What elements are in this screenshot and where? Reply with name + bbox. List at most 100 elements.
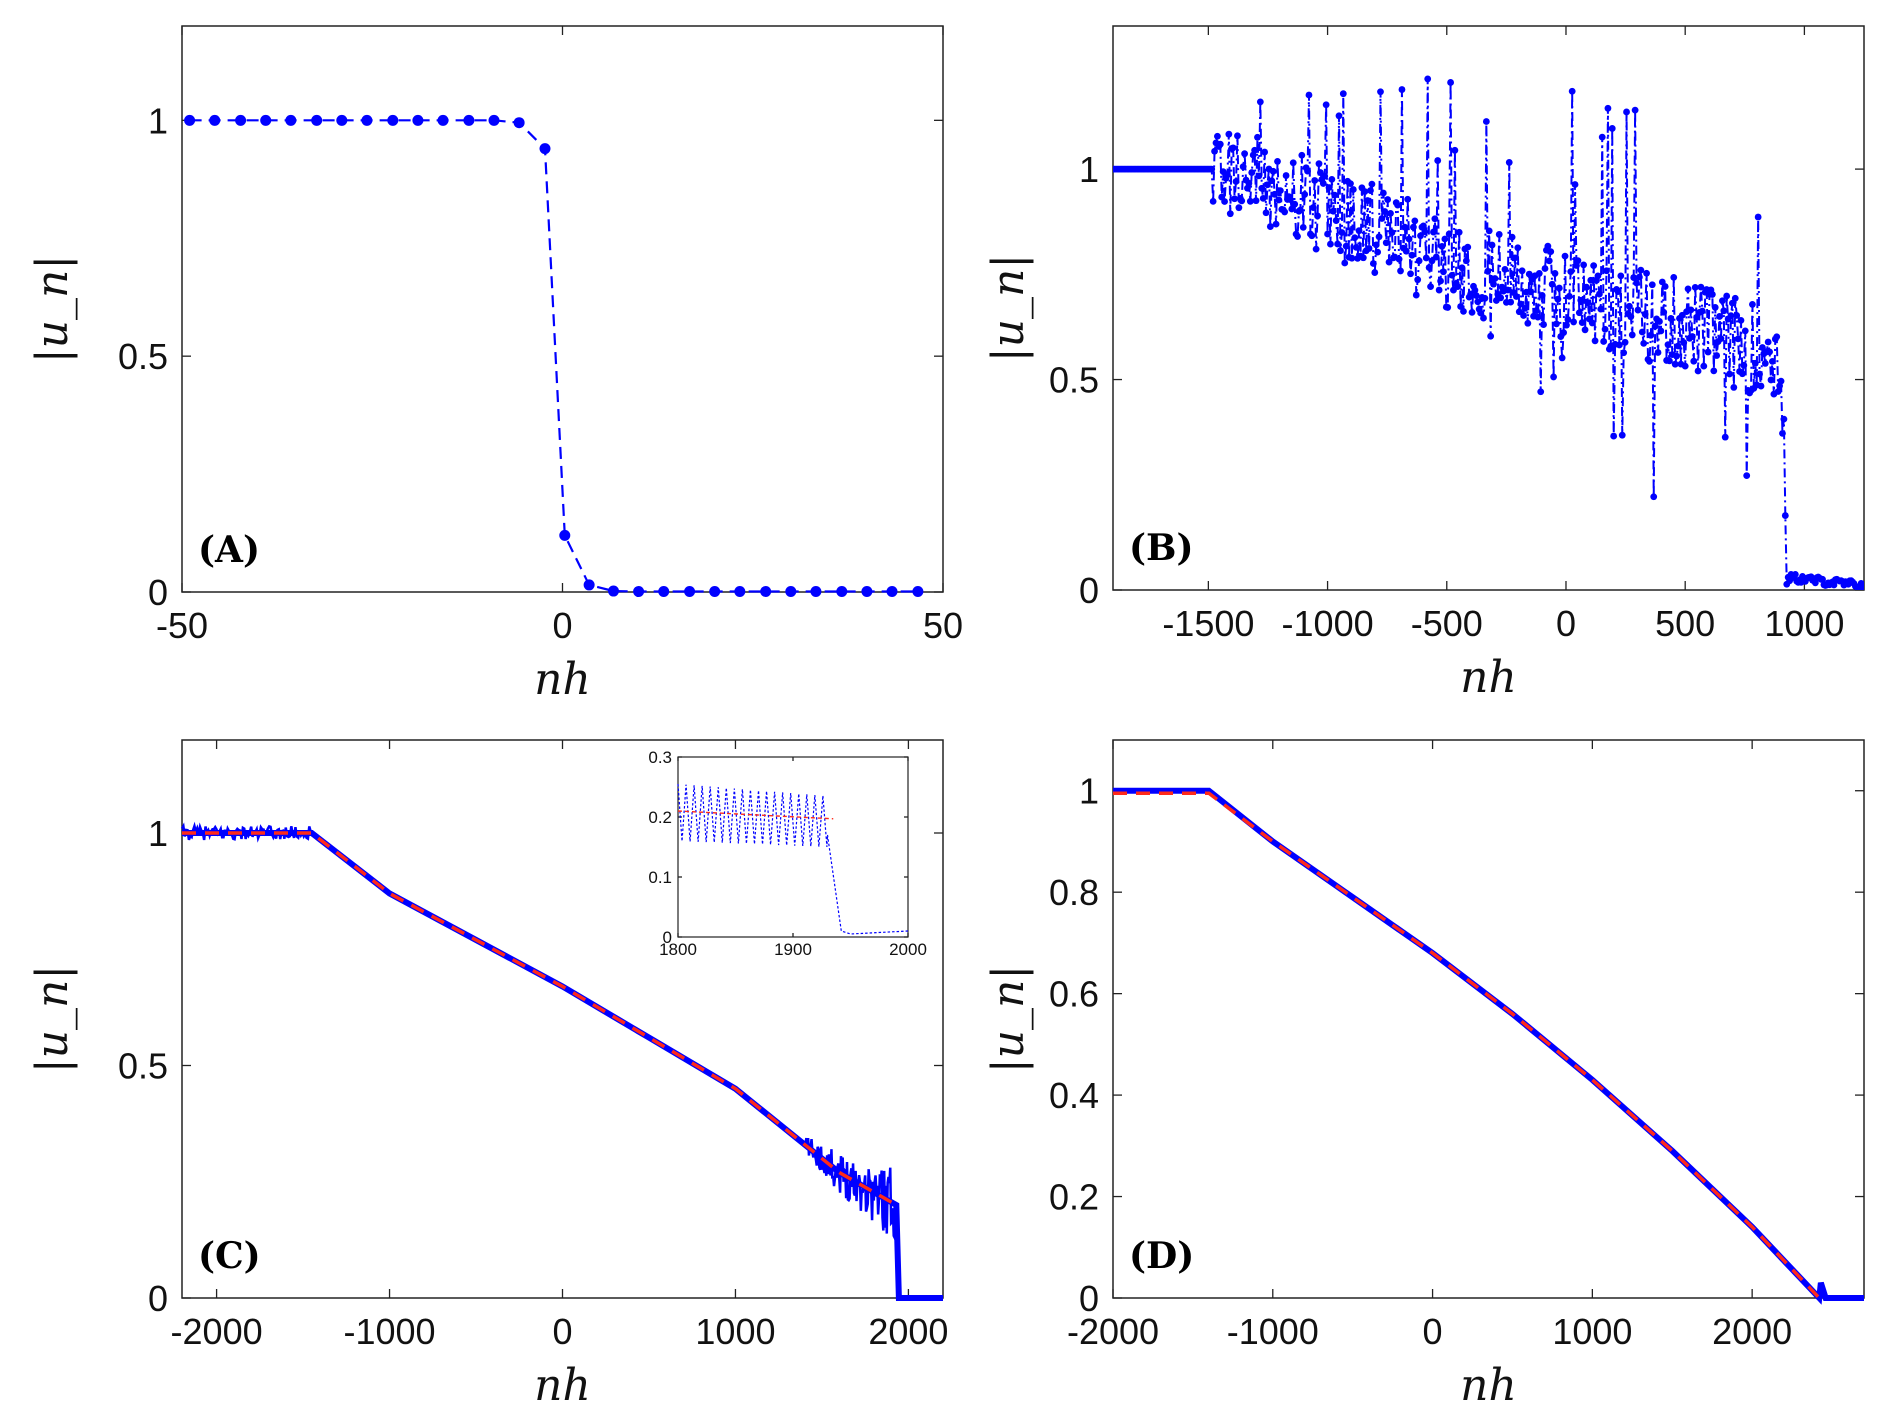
data-point	[1757, 382, 1765, 390]
data-point	[1595, 290, 1603, 298]
data-point	[1640, 340, 1648, 347]
data-point	[1248, 169, 1256, 176]
data-point	[1614, 288, 1622, 296]
data-point	[1711, 304, 1719, 311]
y-tick-label: 0.3	[648, 748, 672, 767]
data-point	[1637, 266, 1645, 274]
data-point	[1568, 87, 1576, 95]
data-point	[1225, 130, 1233, 138]
data-point	[1314, 212, 1321, 220]
data-point	[285, 114, 297, 126]
data-point	[1777, 377, 1785, 385]
data-point	[709, 586, 721, 598]
data-point	[1460, 308, 1467, 315]
data-point	[1224, 171, 1231, 179]
x-tick-label: -2000	[171, 1311, 263, 1352]
noise-right	[803, 1137, 898, 1243]
data-point	[1374, 248, 1382, 256]
data-point	[412, 114, 424, 126]
data-point	[1504, 286, 1512, 294]
series-line-red	[182, 831, 898, 1207]
data-point	[1364, 197, 1372, 204]
data-point	[810, 586, 822, 598]
data-point	[607, 585, 619, 597]
data-point	[1641, 310, 1649, 318]
y-axis-label: |u_n|	[983, 254, 1034, 362]
x-tick-label: -2000	[1067, 1311, 1159, 1352]
data-point	[559, 529, 571, 541]
data-point	[1404, 195, 1412, 203]
data-point	[1281, 208, 1289, 216]
data-point	[1226, 210, 1234, 218]
data-point	[1312, 245, 1320, 253]
data-point	[1727, 312, 1735, 320]
data-point	[1525, 270, 1533, 278]
data-point	[1491, 275, 1499, 282]
data-point	[1656, 318, 1663, 325]
data-point	[1410, 223, 1417, 231]
data-point	[1369, 260, 1377, 267]
data-point	[1488, 241, 1496, 249]
series-line-red	[1113, 791, 1821, 1300]
data-point	[1671, 360, 1679, 368]
y-tick-label: 0.5	[1049, 360, 1099, 401]
data-point	[1361, 188, 1369, 195]
x-tick-label: -1500	[1162, 603, 1254, 644]
data-point	[1372, 241, 1380, 249]
data-point	[1731, 294, 1739, 302]
data-point	[1766, 348, 1773, 356]
data-point	[1239, 163, 1247, 171]
data-point	[1600, 338, 1608, 345]
data-point	[1684, 285, 1692, 293]
data-point	[1623, 108, 1630, 116]
data-point	[1730, 384, 1738, 391]
data-point	[1657, 327, 1665, 335]
data-point	[633, 586, 645, 598]
data-point	[1387, 209, 1394, 217]
data-point	[1241, 150, 1249, 158]
data-point	[1282, 172, 1290, 179]
data-point	[1541, 265, 1549, 272]
data-point	[1291, 200, 1299, 208]
data-point	[1294, 233, 1301, 240]
data-point	[1394, 201, 1402, 209]
data-point	[1759, 344, 1766, 351]
data-point	[760, 586, 772, 598]
data-point	[1407, 270, 1414, 278]
data-point	[1648, 281, 1656, 289]
data-point	[1627, 313, 1635, 321]
data-point	[1401, 223, 1409, 231]
data-point	[1444, 304, 1452, 311]
data-point	[1664, 341, 1672, 349]
x-tick-label: 1900	[774, 940, 812, 959]
data-point	[1741, 327, 1749, 335]
data-point	[1697, 283, 1705, 291]
y-tick-label: 0	[663, 928, 672, 947]
data-point	[1420, 222, 1427, 230]
x-tick-label: -1000	[1227, 1311, 1319, 1352]
data-point	[1687, 306, 1695, 314]
x-tick-label: 1000	[1764, 603, 1844, 644]
axes-frame	[1112, 25, 1865, 591]
data-point	[1421, 228, 1429, 236]
data-point	[1710, 367, 1718, 375]
data-point	[1379, 189, 1387, 197]
data-point	[1309, 204, 1317, 211]
data-point	[1638, 328, 1646, 336]
data-point	[1603, 267, 1610, 275]
data-point	[734, 586, 746, 598]
data-point	[1540, 321, 1547, 328]
y-tick-label: 1	[148, 100, 168, 141]
data-point	[1232, 178, 1240, 185]
data-point	[1334, 240, 1341, 248]
data-point	[311, 114, 323, 126]
data-point	[1315, 160, 1323, 168]
x-tick-label: 50	[923, 605, 963, 646]
data-point	[1537, 388, 1545, 396]
data-point	[1427, 283, 1434, 291]
x-tick-label: -500	[1411, 603, 1483, 644]
data-point	[1275, 196, 1283, 204]
data-point	[1377, 88, 1384, 96]
data-point	[1733, 312, 1741, 319]
data-point	[1654, 349, 1662, 356]
